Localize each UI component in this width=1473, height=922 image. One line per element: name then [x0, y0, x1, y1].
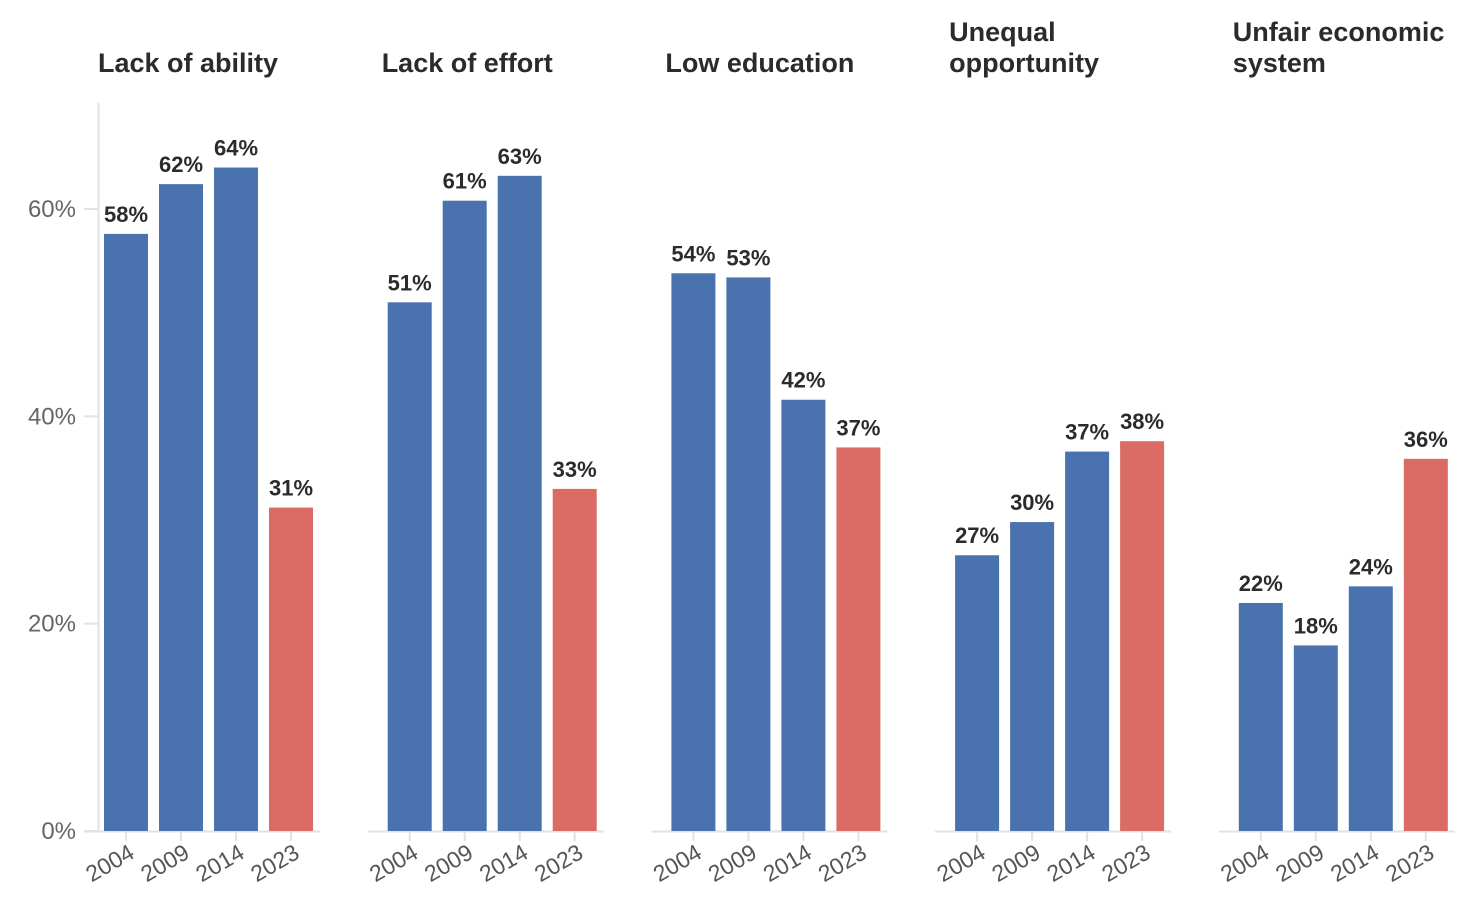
x-tick-label: 2014: [475, 839, 532, 887]
y-tick-label: 60%: [28, 196, 76, 223]
x-tick-label: 2004: [932, 839, 989, 887]
x-tick-label: 2009: [987, 839, 1044, 887]
bar-2009: [159, 184, 203, 831]
y-tick-label: 20%: [28, 611, 76, 638]
panel-2: Lack of effort 51% 2004 61% 2009 63% 2014 33% 20…: [365, 48, 604, 887]
bar-2023: [1403, 458, 1448, 831]
x-tick-label: 2009: [704, 839, 761, 887]
bar-2014: [1065, 451, 1110, 831]
x-tick-label: 2014: [759, 839, 816, 887]
panel-title-line: opportunity: [949, 48, 1099, 78]
x-tick-label: 2009: [136, 839, 193, 887]
x-tick-label: 2023: [530, 839, 587, 887]
panel-title-line: Unequal: [949, 17, 1056, 47]
panel-title: Lack of ability: [98, 48, 278, 78]
data-label: 61%: [443, 169, 487, 194]
panel-title-line: Unfair economic: [1233, 17, 1445, 47]
bar-2009: [1293, 645, 1338, 831]
panel-title: Unfair economic system: [1233, 17, 1445, 78]
x-tick-label: 2004: [1216, 839, 1273, 887]
panel-4: Unequal opportunity 27% 2004 30% 2009 37% 2014 3…: [932, 17, 1172, 887]
data-label: 24%: [1349, 554, 1393, 579]
bar-2004: [955, 555, 1000, 831]
bar-2023: [552, 488, 597, 831]
bar-2004: [387, 302, 432, 831]
bar-2009: [726, 277, 771, 831]
data-label: 18%: [1294, 613, 1338, 638]
data-label: 64%: [214, 136, 258, 161]
data-label: 38%: [1120, 409, 1164, 434]
x-tick-label: 2014: [1042, 839, 1099, 887]
panel-title: Unequal opportunity: [949, 17, 1099, 78]
data-label: 37%: [1065, 420, 1109, 445]
bar-2014: [1348, 586, 1393, 831]
x-tick-label: 2014: [191, 839, 248, 887]
panel-title: Lack of effort: [382, 48, 553, 78]
bar-2023: [836, 447, 881, 831]
y-tick-label: 40%: [28, 403, 76, 430]
panel-title-line: Lack of effort: [382, 48, 553, 78]
data-label: 54%: [671, 241, 715, 266]
data-label: 22%: [1239, 571, 1283, 596]
panel-title-line: Lack of ability: [98, 48, 278, 78]
panel-title-line: system: [1233, 48, 1326, 78]
panel-title-line: Low education: [665, 48, 854, 78]
bar-2009: [1010, 522, 1055, 831]
x-tick-label: 2023: [814, 839, 871, 887]
data-label: 58%: [104, 202, 148, 227]
data-label: 37%: [836, 415, 880, 440]
x-tick-label: 2004: [81, 839, 138, 887]
data-label: 33%: [553, 457, 597, 482]
data-label: 31%: [269, 476, 313, 501]
data-label: 51%: [388, 270, 432, 295]
bar-2004: [1238, 602, 1283, 831]
x-tick-label: 2004: [365, 839, 422, 887]
data-label: 62%: [159, 152, 203, 177]
bar-2009: [442, 200, 487, 831]
bar-2004: [671, 273, 716, 832]
data-label: 30%: [1010, 490, 1054, 515]
bar-2023: [269, 507, 313, 831]
panel-1: Lack of ability 58% 2004 62% 2009 64% 2014 31% 2…: [81, 48, 320, 887]
data-label: 63%: [498, 144, 542, 169]
x-tick-label: 2009: [1271, 839, 1328, 887]
bar-2023: [1120, 441, 1165, 831]
panel-5: Unfair economic system 22% 2004 18% 2009 24% 20…: [1216, 17, 1455, 887]
x-tick-label: 2009: [420, 839, 477, 887]
x-tick-label: 2023: [246, 839, 303, 887]
bar-2014: [497, 175, 542, 831]
bar-2004: [104, 233, 148, 831]
x-tick-label: 2004: [649, 839, 706, 887]
data-label: 53%: [726, 245, 770, 270]
x-tick-label: 2023: [1381, 839, 1438, 887]
data-label: 36%: [1404, 427, 1448, 452]
data-label: 27%: [955, 523, 999, 548]
data-label: 42%: [781, 368, 825, 393]
y-tick-label: 0%: [41, 818, 76, 845]
panel-title: Low education: [665, 48, 854, 78]
x-tick-label: 2023: [1097, 839, 1154, 887]
panel-3: Low education 54% 2004 53% 2009 42% 2014 37% 202…: [649, 48, 888, 887]
bar-2014: [214, 167, 258, 832]
x-tick-label: 2014: [1326, 839, 1383, 887]
bar-2014: [781, 399, 826, 831]
